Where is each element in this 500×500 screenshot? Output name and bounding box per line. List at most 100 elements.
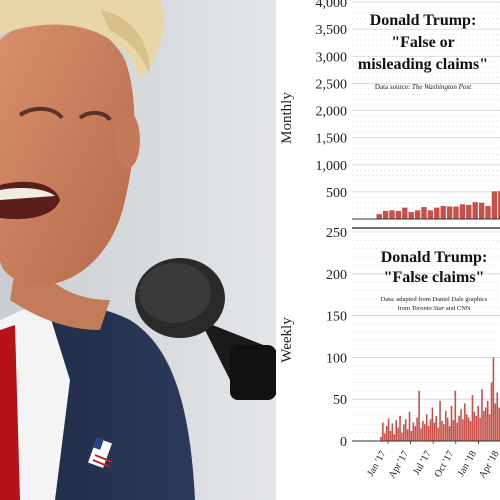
- bar: [383, 433, 386, 441]
- bar: [454, 390, 457, 441]
- monthly-bars: [376, 190, 500, 219]
- bar: [435, 415, 438, 441]
- bar: [491, 191, 498, 219]
- x-tick-label: Jul '17: [411, 449, 434, 477]
- bar: [416, 417, 418, 441]
- y-tick-label: 200: [326, 268, 347, 283]
- bar: [389, 210, 395, 219]
- y-tick-label: 1,500: [316, 132, 348, 147]
- bar: [443, 424, 445, 441]
- bar: [391, 423, 394, 441]
- bar: [460, 409, 462, 441]
- bar: [494, 403, 497, 441]
- bar: [414, 425, 417, 441]
- neck: [10, 240, 110, 330]
- bar: [410, 430, 413, 441]
- flag-pin-icon: [88, 438, 113, 468]
- bar: [498, 407, 500, 441]
- bar: [453, 206, 459, 219]
- x-tick-label: Oct '17: [432, 449, 456, 479]
- bar: [477, 405, 479, 441]
- y-tick-label: 500: [326, 186, 347, 201]
- bar: [380, 436, 382, 441]
- y-tick-label: 1,000: [316, 159, 348, 174]
- microphone-icon: [135, 258, 276, 400]
- bar: [481, 389, 483, 441]
- weekly-source-from: from: [397, 305, 411, 312]
- bar: [393, 434, 396, 441]
- bar: [421, 207, 427, 219]
- monthly-title-line-2: "False or: [391, 34, 455, 51]
- bar: [446, 417, 449, 441]
- eye-left: [18, 106, 64, 120]
- bar: [446, 206, 453, 219]
- ear: [116, 112, 140, 168]
- bar: [452, 420, 455, 441]
- weekly-yticks: 0 50 100 150 200 250: [326, 226, 347, 450]
- bar: [402, 207, 408, 219]
- bar: [395, 420, 398, 441]
- red-tie: [0, 325, 20, 500]
- y-tick-label: 2,500: [316, 77, 348, 92]
- bar: [483, 410, 485, 441]
- weekly-title-line-2: "False claims": [384, 269, 485, 286]
- bar: [465, 414, 468, 441]
- y-tick-label: 4,000: [316, 0, 348, 11]
- monthly-chart: 500 1,000 1,500 2,000 2,500 3,000 3,500 4,000 M…: [279, 0, 500, 220]
- weekly-title-line-1: Donald Trump:: [381, 249, 488, 266]
- monthly-source: Data source: The Washington Post: [375, 83, 472, 91]
- bar: [401, 432, 403, 441]
- monthly-axis-label: Monthly: [279, 92, 295, 144]
- bar: [459, 204, 466, 219]
- bar: [423, 424, 426, 441]
- bar: [467, 417, 470, 441]
- bar: [475, 415, 478, 441]
- speaker-photo: [0, 0, 276, 500]
- bar: [492, 357, 495, 441]
- monthly-source-prefix: Data source:: [375, 83, 412, 91]
- y-tick-label: 3,000: [316, 50, 348, 65]
- bar: [484, 407, 487, 441]
- weekly-source-line-1: Data: adapted from Daniel Dale graphics: [381, 296, 488, 303]
- bar: [418, 390, 420, 441]
- bar: [450, 405, 453, 441]
- bar: [429, 419, 432, 441]
- bar: [422, 420, 424, 441]
- y-tick-label: 150: [326, 310, 347, 325]
- bar: [431, 407, 434, 441]
- face: [0, 19, 135, 286]
- bar: [458, 415, 460, 441]
- monthly-title-line-3: misleading claims": [358, 56, 488, 73]
- bar: [403, 424, 405, 441]
- weekly-source-star: Toronto Star: [412, 305, 445, 312]
- bar: [434, 207, 440, 219]
- bar: [473, 411, 476, 441]
- weekly-source-line-2: from Toronto Star and CNN: [397, 305, 471, 312]
- bar: [399, 415, 401, 441]
- eye-right: [78, 111, 112, 122]
- x-tick-label: Jan '18: [456, 449, 479, 478]
- x-tick-label: Apr '17: [387, 449, 411, 480]
- monthly-title-line-1: Donald Trump:: [370, 12, 477, 29]
- bar: [406, 429, 409, 441]
- x-tick-label: Apr '18: [477, 449, 500, 480]
- bar: [444, 410, 447, 441]
- y-tick-label: 50: [333, 393, 347, 408]
- bar: [408, 411, 411, 441]
- bar: [382, 422, 384, 441]
- bar: [466, 204, 472, 219]
- bar: [469, 420, 472, 441]
- bar: [408, 211, 414, 219]
- monthly-source-name: The Washington Post: [412, 83, 472, 91]
- y-tick-label: 3,500: [316, 23, 348, 38]
- bar: [397, 427, 399, 441]
- monthly-title: Donald Trump: "False or misleading claim…: [358, 12, 488, 73]
- bar: [456, 422, 459, 441]
- bar: [488, 414, 491, 441]
- bar: [472, 202, 478, 219]
- bar: [437, 427, 439, 441]
